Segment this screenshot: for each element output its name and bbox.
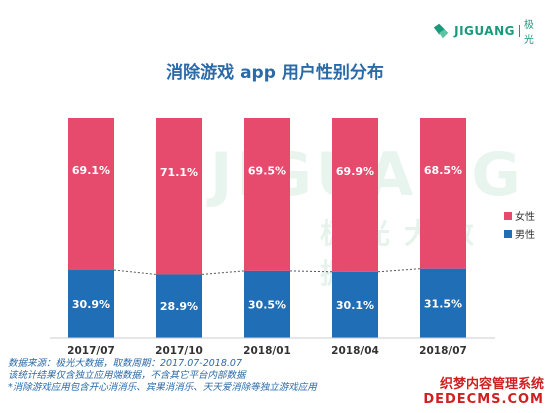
- bar-male-2018/04: [332, 271, 378, 338]
- bar-male-2017/07: [68, 270, 114, 338]
- label-female-2018/04: 69.9%: [336, 165, 374, 178]
- label-male-2018/01: 30.5%: [248, 298, 286, 311]
- note-source: 数据来源：极光大数据，取数周期：2017.07-2018.07: [8, 358, 242, 369]
- x-tick-2018/04: 2018/04: [331, 345, 379, 357]
- site-watermark-line1: 织梦内容管理系统: [439, 377, 544, 392]
- label-female-2017/07: 69.1%: [72, 164, 110, 177]
- note-scope: 该统计结果仅含独立应用端数据，不含其它平台内部数据: [8, 370, 246, 381]
- label-female-2018/07: 68.5%: [424, 164, 462, 177]
- label-male-2017/07: 30.9%: [72, 298, 110, 311]
- label-male-2017/10: 28.9%: [160, 300, 198, 313]
- bar-female-2018/07: [420, 118, 466, 269]
- brand-logo: JIGUANG 极光: [432, 20, 542, 46]
- bar-male-2018/01: [244, 270, 290, 338]
- label-female-2017/10: 71.1%: [160, 166, 198, 179]
- connector-line: [289, 270, 333, 273]
- note-definition: *消除游戏应用包含开心消消乐、宾果消消乐、天天爱消除等独立游戏应用: [8, 382, 317, 393]
- connector-line: [113, 269, 157, 275]
- bar-female-2018/01: [244, 118, 290, 271]
- label-female-2018/01: 69.5%: [248, 165, 286, 178]
- x-tick-2018/01: 2018/01: [243, 345, 291, 357]
- legend-swatch-male: [504, 230, 512, 238]
- x-tick-2017/07: 2017/07: [67, 345, 115, 357]
- site-watermark: 织梦内容管理系统 DEDECMS.COM: [423, 373, 544, 407]
- site-watermark-line2: DEDECMS.COM: [423, 392, 544, 407]
- jiguang-logo-icon: [433, 23, 449, 39]
- brand-name: JIGUANG: [454, 24, 515, 38]
- bar-female-2018/04: [332, 118, 378, 272]
- connector-line: [377, 268, 421, 273]
- bar-female-2017/07: [68, 118, 114, 271]
- brand-sub: 极光: [523, 20, 534, 46]
- x-tick-2017/10: 2017/10: [155, 345, 203, 357]
- label-male-2018/04: 30.1%: [336, 299, 374, 312]
- legend-label-female: 女性: [515, 210, 535, 223]
- footnotes: 数据来源：极光大数据，取数周期：2017.07-2018.07 该统计结果仅含独…: [8, 358, 448, 394]
- chart-title: 消除游戏 app 用户性别分布: [166, 63, 384, 83]
- legend-swatch-female: [504, 212, 512, 220]
- bar-male-2017/10: [156, 274, 202, 338]
- bar-male-2018/07: [420, 268, 466, 338]
- brand-divider: [518, 25, 520, 37]
- label-male-2018/07: 31.5%: [424, 297, 462, 310]
- legend-label-male: 男性: [515, 228, 535, 241]
- connector-line: [201, 270, 245, 275]
- bar-female-2017/10: [156, 118, 202, 275]
- x-tick-2018/07: 2018/07: [419, 345, 467, 357]
